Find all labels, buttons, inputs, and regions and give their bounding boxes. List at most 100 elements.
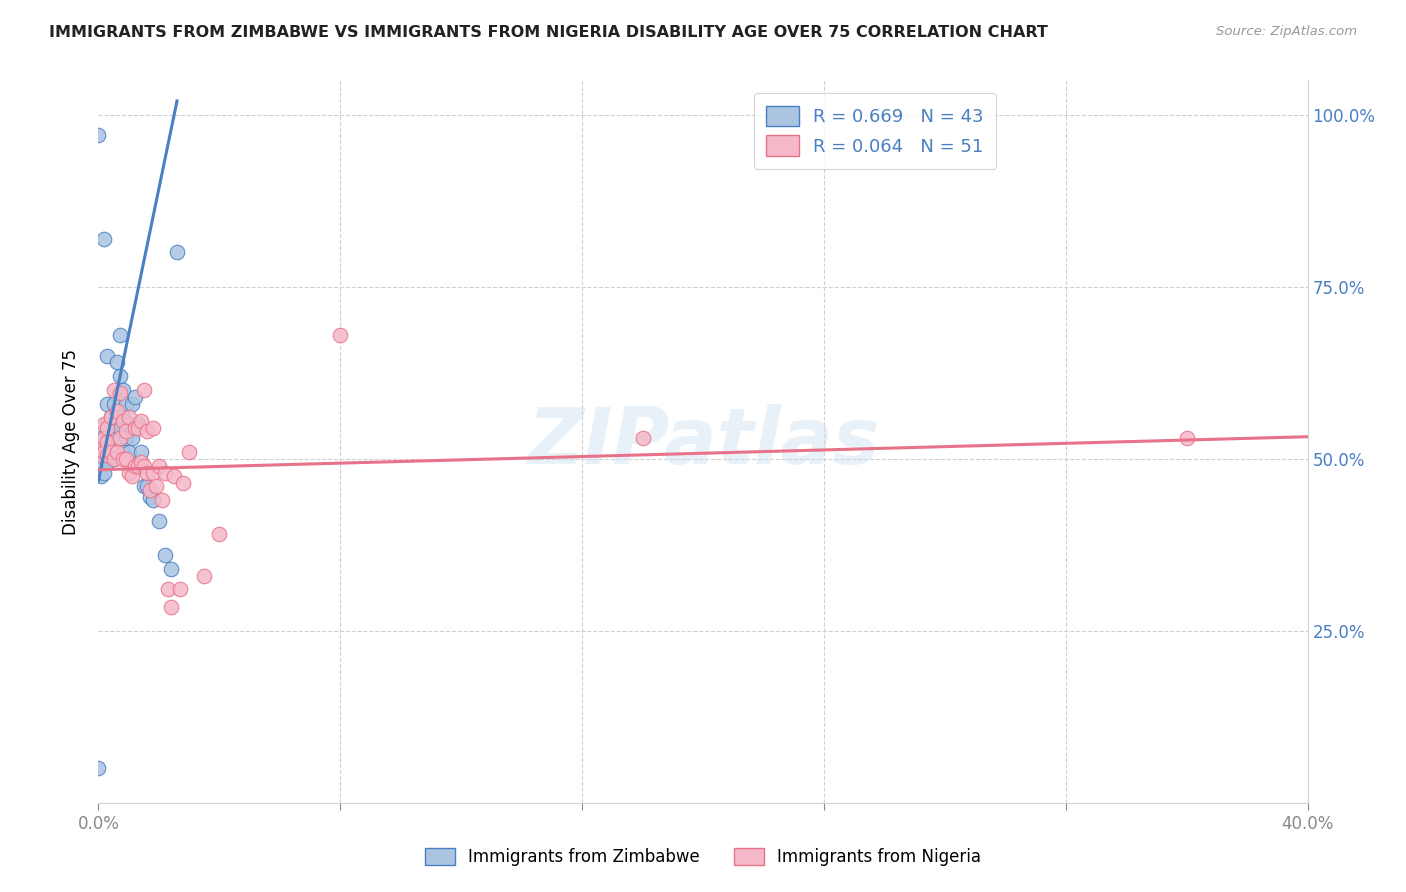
Point (124, 421, 146, 435)
Point (93, 231, 115, 245)
Text: IMMIGRANTS FROM ZIMBABWE VS IMMIGRANTS FROM NIGERIA DISABILITY AGE OVER 75 CORRE: IMMIGRANTS FROM ZIMBABWE VS IMMIGRANTS F… (49, 25, 1047, 40)
Point (108, 386, 131, 401)
Point (127, 421, 149, 435)
Point (142, 466, 165, 480)
Point (124, 390, 146, 404)
Point (135, 424, 157, 438)
Text: ZIPatlas: ZIPatlas (527, 403, 879, 480)
Point (96, 417, 118, 432)
Point (100, 410, 122, 425)
Point (114, 397, 136, 411)
Point (87, 761, 110, 775)
Legend: R = 0.669   N = 43, R = 0.064   N = 51: R = 0.669 N = 43, R = 0.064 N = 51 (754, 93, 997, 169)
Point (93, 417, 115, 432)
Point (105, 445, 128, 459)
Point (132, 458, 155, 473)
Point (93, 445, 115, 459)
Point (118, 445, 141, 459)
Legend: Immigrants from Zimbabwe, Immigrants from Nigeria: Immigrants from Zimbabwe, Immigrants fro… (419, 841, 987, 873)
Point (160, 562, 183, 576)
Point (90, 431, 112, 445)
Point (193, 568, 215, 582)
Point (114, 431, 136, 445)
Point (129, 455, 152, 469)
Point (90, 438, 112, 452)
Point (208, 527, 231, 541)
Point (90, 469, 112, 483)
Point (135, 479, 157, 493)
Point (103, 451, 125, 466)
Point (93, 466, 115, 480)
Text: Source: ZipAtlas.com: Source: ZipAtlas.com (1216, 25, 1357, 38)
Point (103, 424, 125, 438)
Point (160, 599, 183, 614)
Point (118, 466, 141, 480)
Point (118, 417, 141, 432)
Point (96, 397, 118, 411)
Point (108, 421, 131, 435)
Point (103, 451, 125, 466)
Point (90, 448, 112, 462)
Point (105, 431, 128, 445)
Point (148, 458, 170, 473)
Point (150, 493, 173, 508)
Point (129, 445, 152, 459)
Point (148, 514, 170, 528)
Point (142, 493, 165, 508)
Point (111, 445, 134, 459)
Point (87, 128, 110, 143)
Point (100, 442, 122, 456)
Point (100, 445, 122, 459)
Point (96, 421, 118, 435)
Point (139, 490, 162, 504)
Point (127, 458, 149, 473)
Point (129, 414, 152, 428)
Point (121, 431, 143, 445)
Point (103, 383, 125, 397)
Point (156, 582, 179, 597)
Point (93, 448, 115, 462)
Point (153, 466, 176, 480)
Point (121, 469, 143, 483)
Point (179, 445, 201, 459)
Point (105, 403, 128, 417)
Point (90, 455, 112, 469)
Point (111, 414, 134, 428)
Point (163, 469, 186, 483)
Point (127, 417, 149, 432)
Y-axis label: Disability Age Over 75: Disability Age Over 75 (62, 349, 80, 534)
Point (169, 582, 191, 597)
Point (153, 548, 176, 562)
Point (108, 369, 131, 384)
Point (108, 327, 131, 342)
Point (1175, 431, 1198, 445)
Point (329, 327, 352, 342)
Point (96, 455, 118, 469)
Point (114, 451, 136, 466)
Point (135, 466, 157, 480)
Point (105, 355, 128, 369)
Point (172, 475, 194, 490)
Point (111, 383, 134, 397)
Point (103, 397, 125, 411)
Point (142, 421, 165, 435)
Point (132, 479, 155, 493)
Point (96, 349, 118, 363)
Point (121, 397, 143, 411)
Point (114, 424, 136, 438)
Point (90, 445, 112, 459)
Point (124, 458, 146, 473)
Point (93, 431, 115, 445)
Point (132, 383, 155, 397)
Point (111, 451, 134, 466)
Point (166, 245, 188, 260)
Point (96, 434, 118, 449)
Point (118, 410, 141, 425)
Point (145, 479, 167, 493)
Point (96, 448, 118, 462)
Point (111, 410, 134, 425)
Point (631, 431, 654, 445)
Point (100, 410, 122, 425)
Point (108, 431, 131, 445)
Point (139, 483, 162, 497)
